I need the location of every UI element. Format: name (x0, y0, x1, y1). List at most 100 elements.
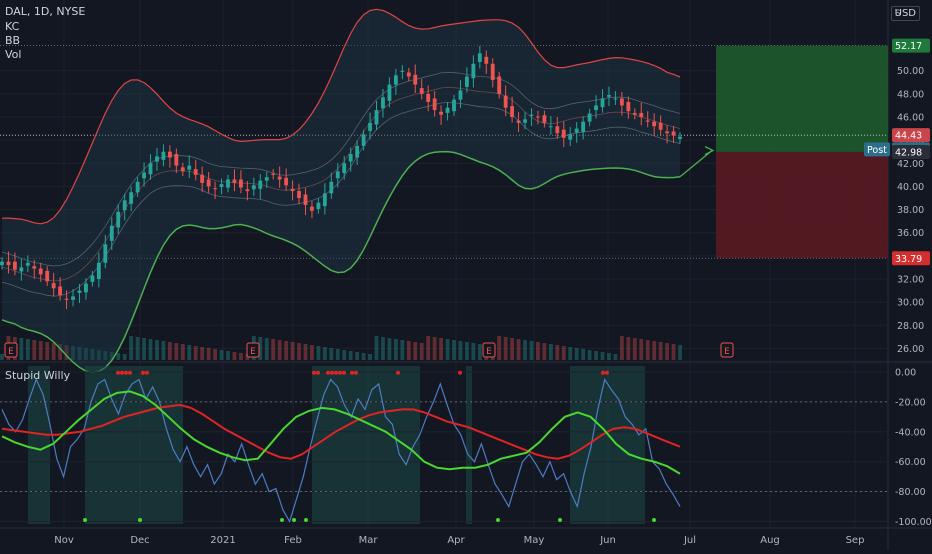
price-label-target[interactable] (892, 38, 930, 53)
profit-zone[interactable] (716, 45, 888, 152)
candle-body[interactable] (129, 192, 134, 204)
earnings-marker-label[interactable]: E (724, 347, 730, 357)
candle-body[interactable] (406, 72, 411, 77)
earnings-marker-label[interactable]: E (8, 347, 14, 357)
candle-body[interactable] (561, 129, 566, 138)
candle-body[interactable] (510, 106, 515, 117)
candle-body[interactable] (445, 107, 450, 113)
candle-body[interactable] (193, 169, 198, 175)
price-label-text[interactable]: 42.98 (895, 147, 922, 158)
earnings-marker-box[interactable] (246, 342, 260, 358)
candle-body[interactable] (613, 98, 618, 100)
candle-body[interactable] (555, 126, 560, 134)
candle-body[interactable] (458, 90, 463, 100)
candle-body[interactable] (84, 283, 88, 293)
candle-body[interactable] (38, 268, 43, 275)
candle-body[interactable] (477, 53, 482, 63)
candle-body[interactable] (142, 172, 146, 179)
candle-body[interactable] (19, 267, 24, 272)
price-tick-label[interactable]: 36.00 (897, 228, 924, 239)
candle-body[interactable] (355, 145, 360, 158)
candle-body[interactable] (290, 188, 295, 192)
time-axis[interactable]: Nov Dec 2021 Feb Mar Apr May Jun Jul Aug Sep (54, 535, 864, 546)
time-tick-label[interactable]: Jul (683, 535, 696, 546)
candle-body[interactable] (568, 134, 573, 140)
price-tick-label[interactable]: 28.00 (897, 321, 924, 332)
earnings-marker-box[interactable] (482, 342, 496, 358)
price-tick-label[interactable]: 32.00 (897, 275, 924, 286)
time-tick-label[interactable]: Aug (760, 535, 780, 546)
candle-body[interactable] (277, 176, 282, 180)
candle-body[interactable] (626, 101, 631, 112)
oscillator-panel[interactable]: 0.00 -20.00 -40.00 -60.00 -80.00 -100.00 (0, 366, 932, 528)
currency-button[interactable]: USD (890, 6, 920, 21)
candle-body[interactable] (426, 93, 431, 102)
candle-body[interactable] (400, 70, 405, 72)
candle-body[interactable] (678, 136, 682, 139)
position-zones[interactable] (0, 45, 888, 259)
time-tick-label[interactable]: 2021 (210, 535, 235, 546)
price-label-post-tag[interactable] (864, 142, 890, 157)
candle-body[interactable] (103, 244, 108, 263)
vol-label[interactable]: Vol (5, 48, 22, 61)
candle-body[interactable] (329, 181, 334, 194)
candle-body[interactable] (503, 95, 508, 108)
candle-body[interactable] (574, 128, 579, 133)
price-label-last[interactable] (892, 128, 930, 143)
price-axis[interactable]: 50.0048.0046.0044.0042.0040.0038.0036.00… (864, 38, 930, 355)
candle-body[interactable] (264, 177, 269, 181)
candle-body[interactable] (600, 98, 605, 108)
candle-body[interactable] (484, 56, 489, 64)
candle-body[interactable] (381, 97, 385, 109)
candle-body[interactable] (652, 121, 657, 127)
candle-body[interactable] (497, 76, 502, 94)
candle-body[interactable] (439, 111, 444, 115)
stop-zone[interactable] (716, 151, 888, 259)
candle-body[interactable] (174, 154, 179, 166)
scale-letter[interactable]: S (895, 9, 901, 19)
candle-body[interactable] (665, 131, 670, 134)
price-tick-label[interactable]: 26.00 (897, 344, 924, 355)
candle-body[interactable] (619, 98, 624, 106)
candle-body[interactable] (187, 165, 192, 170)
candle-body[interactable] (180, 167, 185, 172)
osc-tick-label[interactable]: -80.00 (895, 487, 926, 498)
oscillator-title[interactable]: Stupid Willy (5, 369, 71, 382)
candle-body[interactable] (284, 177, 289, 186)
candle-body[interactable] (155, 156, 159, 162)
candle-body[interactable] (658, 122, 663, 130)
candle-body[interactable] (594, 105, 598, 111)
price-tick-label[interactable]: 30.00 (897, 298, 924, 309)
candle-body[interactable] (348, 154, 353, 162)
candle-body[interactable] (464, 76, 469, 87)
candle-body[interactable] (251, 185, 256, 190)
candle-body[interactable] (45, 270, 50, 282)
candle-body[interactable] (64, 298, 69, 300)
candle-body[interactable] (213, 188, 218, 190)
candle-body[interactable] (71, 296, 75, 300)
price-label-stop[interactable] (892, 251, 930, 266)
candle-body[interactable] (77, 290, 82, 293)
candle-body[interactable] (226, 179, 230, 188)
candle-body[interactable] (587, 113, 592, 122)
candle-body[interactable] (368, 122, 372, 131)
bb-label[interactable]: BB (5, 34, 21, 47)
candle-body[interactable] (122, 200, 127, 211)
candle-body[interactable] (471, 63, 476, 79)
ticker-label[interactable]: DAL, 1D, NYSE (5, 5, 86, 18)
candle-body[interactable] (258, 180, 263, 189)
time-tick-label[interactable]: Dec (130, 535, 149, 546)
candle-body[interactable] (432, 98, 437, 111)
candle-body[interactable] (342, 163, 347, 174)
candle-body[interactable] (297, 191, 301, 198)
candle-body[interactable] (135, 181, 140, 193)
candle-body[interactable] (413, 74, 418, 85)
candle-body[interactable] (523, 119, 527, 123)
time-tick-label[interactable]: Mar (359, 535, 379, 546)
osc-tick-label[interactable]: 0.00 (895, 367, 916, 378)
candle-body[interactable] (232, 179, 237, 183)
candle-body[interactable] (322, 193, 327, 207)
earnings-marker-label[interactable]: E (486, 347, 492, 357)
candle-body[interactable] (51, 283, 56, 289)
